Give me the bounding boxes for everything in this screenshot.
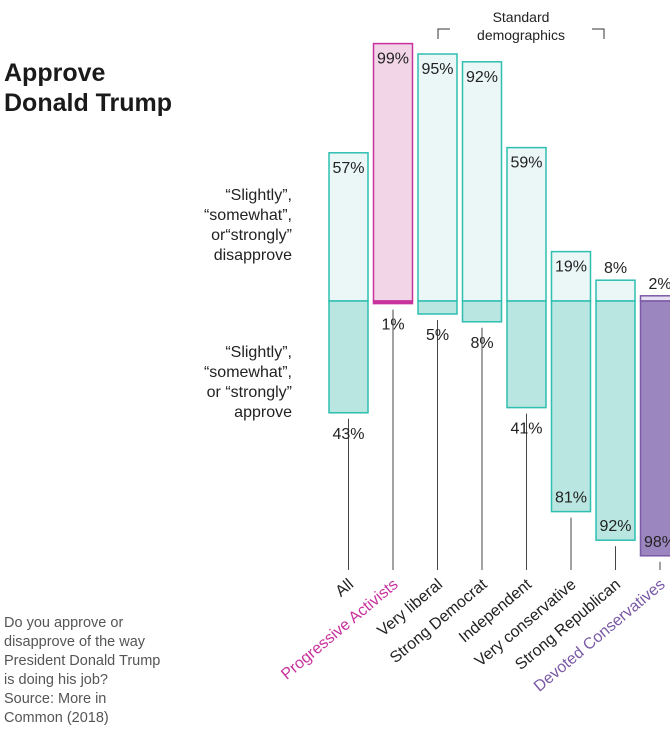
bar-approve-very-liberal <box>417 300 458 315</box>
question-note: Do you approve or disapprove of the way … <box>4 614 204 728</box>
bar-approve-all <box>328 300 369 414</box>
bar-disapprove-very-liberal <box>417 53 458 302</box>
bar-approve-very-conservative <box>550 300 592 513</box>
label-approve-devoted-conservatives: 98% <box>644 534 670 551</box>
category-label-all: All <box>333 576 358 600</box>
legend-disapprove-label: “Slightly”, “somewhat”, or“strongly” dis… <box>204 186 292 266</box>
label-approve-strong-republican: 92% <box>599 518 631 535</box>
label-disapprove-strong-democrat: 92% <box>466 69 498 86</box>
legend-disapprove-line: or“strongly” <box>211 227 292 244</box>
bracket-label-line: Standard <box>493 9 550 25</box>
legend-approve-label: “Slightly”, “somewhat”, or “strongly” ap… <box>204 343 292 423</box>
label-approve-strong-democrat: 8% <box>470 335 493 352</box>
legend-approve-line: “Slightly”, <box>225 344 292 361</box>
legend-disapprove-line: “Slightly”, <box>225 187 292 204</box>
bar-disapprove-progressive-activists <box>372 42 414 302</box>
label-disapprove-devoted-conservatives: 2% <box>648 276 670 293</box>
label-disapprove-very-conservative: 19% <box>555 259 587 276</box>
label-disapprove-all: 57% <box>332 160 364 177</box>
bar-disapprove-very-conservative <box>550 250 592 302</box>
note-line: Source: More in <box>4 691 107 707</box>
note-line: disapprove of the way <box>4 634 146 650</box>
note-line: Common (2018) <box>4 710 109 726</box>
bracket-left <box>437 28 450 39</box>
legend-disapprove-line: “somewhat”, <box>203 207 292 224</box>
bar-approve-strong-democrat <box>461 300 503 323</box>
bar-approve-devoted-conservatives <box>639 300 670 557</box>
legend-approve-line: or “strongly” <box>206 384 292 401</box>
bar-approve-independent <box>506 300 547 409</box>
legend-approve-line: approve <box>234 404 292 421</box>
note-line: President Donald Trump <box>4 653 161 669</box>
note-line: Do you approve or <box>4 615 124 631</box>
bars-group <box>328 42 670 570</box>
bar-disapprove-strong-democrat <box>461 61 503 302</box>
title-line-1: Approve <box>4 59 106 87</box>
label-disapprove-independent: 59% <box>510 155 542 172</box>
bar-approve-strong-republican <box>595 300 636 541</box>
label-disapprove-progressive-activists: 99% <box>377 51 409 68</box>
label-disapprove-strong-republican: 8% <box>604 260 627 277</box>
label-approve-independent: 41% <box>510 421 542 438</box>
legend-disapprove-line: disapprove <box>213 247 292 264</box>
label-disapprove-very-liberal: 95% <box>421 61 453 78</box>
bar-disapprove-all <box>328 152 369 302</box>
chart-title: Approve Donald Trump <box>4 58 172 118</box>
standard-demographics-bracket: Standard demographics <box>437 9 605 43</box>
label-approve-all: 43% <box>332 426 364 443</box>
legend-approve-line: “somewhat”, <box>203 364 292 381</box>
bar-disapprove-independent <box>506 146 547 302</box>
bracket-right <box>592 28 605 39</box>
label-approve-progressive-activists: 1% <box>381 317 404 334</box>
bracket-label-line: demographics <box>477 27 565 43</box>
label-approve-very-conservative: 81% <box>555 490 587 507</box>
label-approve-very-liberal: 5% <box>426 327 449 344</box>
value-labels-group: 57% 43% 99% 1% 95% 5% 92% 8% 59% 41% 19% 81% 8% 92% 2%… <box>332 51 670 551</box>
bar-disapprove-strong-republican <box>595 279 636 302</box>
bar-disapprove-devoted-conservatives <box>639 295 670 302</box>
title-line-2: Donald Trump <box>4 89 173 117</box>
note-line: is doing his job? <box>4 672 108 688</box>
bar-approve-progressive-activists <box>372 300 414 305</box>
